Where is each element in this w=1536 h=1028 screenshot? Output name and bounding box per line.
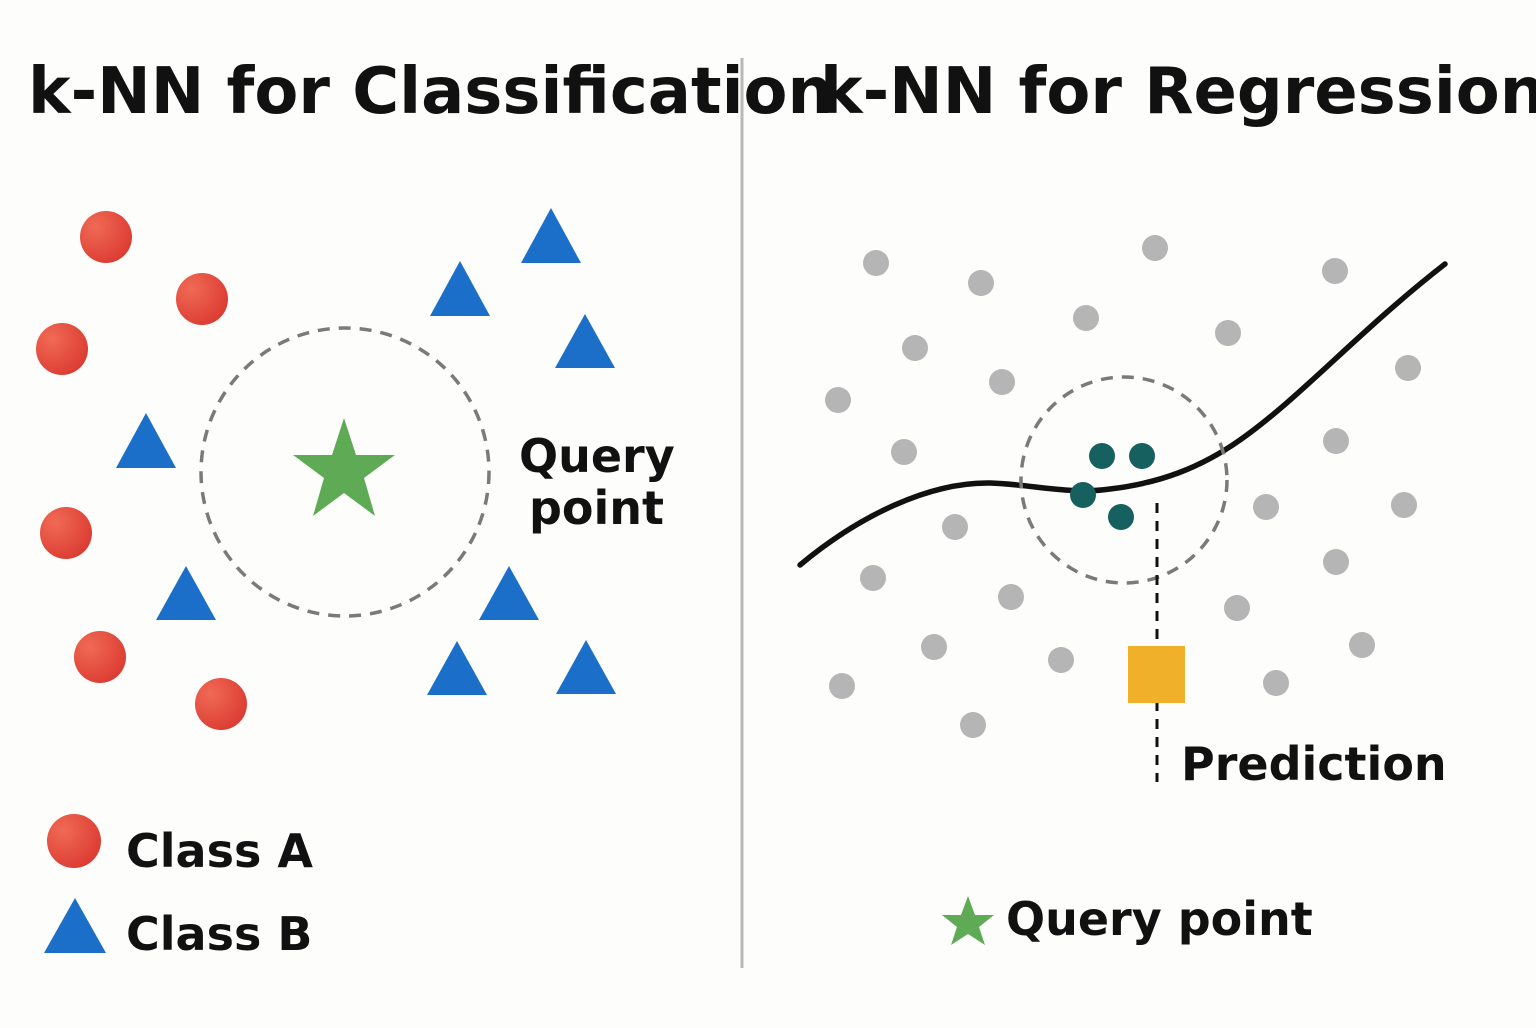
sample-point	[1142, 235, 1168, 261]
class-b-point	[556, 640, 616, 694]
class-a-point	[80, 211, 132, 263]
sample-point	[1349, 632, 1375, 658]
neighbor-point	[1070, 482, 1096, 508]
class-a-point	[40, 507, 92, 559]
class-b-point	[521, 208, 581, 263]
class-a-legend-icon	[47, 814, 101, 868]
query-point-label-line1: Query	[519, 429, 675, 483]
sample-point	[1395, 355, 1421, 381]
regression-title: k-NN for Regression	[820, 55, 1536, 129]
sample-point	[1048, 647, 1074, 673]
class-a-point	[195, 678, 247, 730]
query-point-label-line2: point	[529, 481, 664, 535]
neighbor-point	[1108, 504, 1134, 530]
sample-point	[829, 673, 855, 699]
sample-point	[863, 250, 889, 276]
sample-points	[825, 235, 1421, 738]
sample-point	[1322, 258, 1348, 284]
sample-point	[891, 439, 917, 465]
sample-point	[998, 584, 1024, 610]
neighbor-point	[1089, 443, 1115, 469]
neighborhood-radius	[199, 326, 491, 618]
class-a-points	[36, 211, 247, 730]
sample-point	[860, 565, 886, 591]
class-a-point	[36, 323, 88, 375]
prediction-marker	[1128, 646, 1185, 703]
sample-point	[1323, 549, 1349, 575]
neighbor-point	[1129, 443, 1155, 469]
nearest-neighbors	[1070, 443, 1155, 530]
sample-point	[1224, 595, 1250, 621]
query-star-icon	[293, 418, 395, 516]
class-a-point	[176, 273, 228, 325]
regression-curve	[797, 261, 1448, 568]
class-b-legend-label: Class B	[126, 907, 312, 961]
sample-point	[968, 270, 994, 296]
sample-point	[1263, 670, 1289, 696]
classification-panel: k-NN for Classification Query point	[28, 55, 833, 961]
classification-title: k-NN for Classification	[28, 55, 833, 129]
sample-point	[1391, 492, 1417, 518]
class-a-legend-label: Class A	[126, 824, 313, 878]
class-b-point	[427, 641, 487, 695]
sample-point	[1073, 305, 1099, 331]
sample-point	[960, 712, 986, 738]
class-b-point	[555, 314, 615, 368]
query-point-legend-icon	[942, 896, 994, 945]
class-a-point	[74, 631, 126, 683]
class-b-legend-icon	[44, 898, 106, 953]
class-b-point	[156, 566, 216, 620]
query-point-legend-label: Query point	[1006, 892, 1313, 946]
class-b-points	[116, 208, 616, 695]
sample-point	[1323, 428, 1349, 454]
class-b-point	[479, 566, 539, 620]
regression-legend: Query point	[942, 892, 1313, 946]
sample-point	[825, 387, 851, 413]
classification-legend: Class A Class B	[44, 814, 313, 961]
sample-point	[1253, 494, 1279, 520]
prediction-label: Prediction	[1181, 737, 1447, 791]
sample-point	[902, 335, 928, 361]
sample-point	[921, 634, 947, 660]
class-b-point	[430, 261, 490, 316]
sample-point	[989, 369, 1015, 395]
sample-point	[1215, 320, 1241, 346]
class-b-point	[116, 413, 176, 468]
regression-neighborhood-radius	[1019, 375, 1229, 585]
regression-panel: k-NN for Regression	[797, 55, 1536, 946]
sample-point	[942, 514, 968, 540]
